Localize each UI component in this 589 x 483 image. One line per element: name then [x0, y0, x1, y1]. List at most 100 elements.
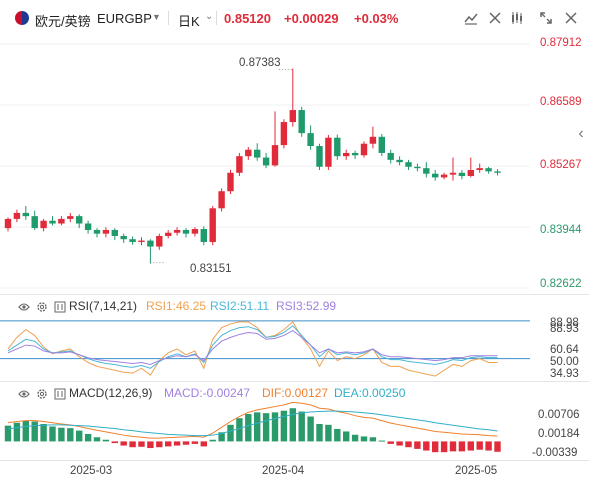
macd-histogram-bar	[307, 416, 314, 442]
indicator-settings-icon[interactable]	[36, 301, 48, 313]
macd-histogram-bar	[147, 441, 154, 449]
candle-body	[378, 136, 385, 153]
fullscreen-icon[interactable]	[537, 9, 555, 27]
macd-histogram-bar	[138, 441, 145, 447]
low-price-marker: 0.83151	[190, 263, 232, 275]
high-price-marker: 0.87383	[239, 57, 281, 69]
macd-histogram-bar	[396, 441, 403, 446]
macd-histogram-bar	[476, 441, 483, 450]
candle-body	[156, 235, 163, 247]
candle-body	[102, 229, 110, 234]
macd-histogram-bar	[262, 413, 270, 442]
price-axis-tick: 0.83944	[540, 224, 582, 236]
collapse-panel-icon[interactable]: ‹	[578, 125, 584, 142]
candle-body	[467, 170, 474, 177]
macd-histogram-bar	[298, 411, 305, 442]
settings-icon[interactable]	[508, 9, 526, 27]
rsi-axis-tick: 88.98	[550, 317, 579, 329]
rsi-axis-tick: 60.64	[550, 344, 579, 356]
macd-histogram-bar	[120, 441, 127, 446]
candle-body	[165, 232, 172, 236]
macd-histogram-bar	[93, 437, 101, 442]
rsi1-value: RSI1:46.25	[146, 299, 207, 313]
candle-body	[49, 220, 56, 224]
macd-histogram-bar	[67, 428, 74, 442]
candle-body	[218, 191, 225, 209]
candle-body	[111, 229, 118, 236]
visibility-icon[interactable]	[18, 301, 30, 313]
macd-histogram-bar	[440, 441, 448, 453]
candle-body	[440, 174, 448, 178]
macd-histogram-bar	[40, 423, 47, 442]
candle-body	[191, 229, 199, 234]
visibility-icon[interactable]	[18, 388, 30, 400]
candle-body	[58, 218, 65, 224]
candle-body	[432, 173, 439, 178]
indicator-settings-icon[interactable]	[36, 388, 48, 400]
macd-histogram-bar	[4, 425, 12, 442]
price-axis-tick: 0.86589	[540, 96, 582, 108]
rsi-axis-tick: 88.93	[550, 323, 579, 335]
candle-body	[120, 235, 127, 240]
candle-body	[227, 172, 234, 192]
symbol-label[interactable]: EURGBP	[97, 11, 152, 26]
macd-axis-tick: 0.00184	[538, 428, 580, 440]
macd-histogram-bar	[369, 437, 377, 442]
draw-icon[interactable]	[486, 9, 504, 27]
macd-histogram-bar	[494, 441, 501, 452]
close-icon[interactable]	[562, 9, 580, 27]
period-label[interactable]: 日K	[178, 14, 200, 29]
candle-body	[476, 168, 483, 171]
candle-body	[182, 229, 190, 234]
candle-body	[325, 137, 332, 167]
indicator-params-icon[interactable]	[54, 301, 66, 313]
candle-body	[129, 239, 136, 242]
indicator-icon[interactable]	[462, 9, 480, 27]
macd-histogram-bar	[271, 412, 279, 442]
candle-body	[316, 146, 323, 167]
price-axis-tick: 0.82622	[540, 278, 582, 290]
macd-histogram-bar	[236, 418, 243, 442]
chart-header: 欧元/英镑 EURGBP ▼ 日K ⌄ 0.85120 +0.00029 +0.…	[0, 0, 589, 36]
macd-histogram-bar	[414, 441, 421, 449]
candlestick-chart[interactable]	[0, 36, 530, 294]
macd-histogram-bar	[111, 441, 118, 444]
rsi-line-rsi1	[7, 321, 498, 377]
macd-axis-tick: 0.00706	[538, 409, 580, 421]
candle-body	[405, 162, 412, 167]
candle-body	[84, 223, 92, 230]
indicator-params-icon[interactable]	[54, 388, 66, 400]
header-divider	[168, 11, 169, 25]
candle-body	[351, 152, 359, 156]
candle-body	[271, 145, 279, 166]
macd-histogram-bar	[129, 441, 136, 448]
macd-histogram-bar	[378, 440, 385, 442]
macd-value: MACD:-0.00247	[164, 386, 251, 400]
macd-histogram-bar	[387, 441, 394, 444]
macd-chart[interactable]	[0, 400, 530, 460]
candle-body	[360, 143, 368, 156]
rsi-axis-tick: 34.93	[550, 368, 579, 380]
macd-histogram-bar	[49, 426, 56, 442]
panel-divider	[0, 381, 589, 382]
macd-histogram-bar	[325, 424, 332, 442]
candle-body	[254, 149, 261, 158]
pair-label[interactable]: 欧元/英镑	[35, 14, 91, 29]
macd-histogram-bar	[156, 441, 163, 448]
candle-body	[423, 168, 430, 174]
price-axis-tick: 0.85267	[540, 159, 582, 171]
price-change-pct: +0.03%	[354, 11, 399, 26]
dropdown-caret-icon[interactable]: ▼	[152, 12, 161, 22]
macd-histogram-bar	[76, 430, 83, 442]
macd-histogram-bar	[173, 441, 181, 446]
price-axis-tick: 0.87912	[540, 37, 582, 49]
candle-body	[245, 149, 252, 157]
candle-body	[93, 229, 101, 234]
macd-histogram-bar	[58, 427, 65, 442]
dea-line	[7, 410, 498, 437]
chevron-down-icon[interactable]: ⌄	[205, 11, 214, 22]
macd-histogram-bar	[334, 428, 341, 442]
rsi-chart[interactable]	[0, 314, 530, 380]
current-price: 0.85120	[224, 11, 271, 26]
macd-histogram-bar	[182, 441, 190, 445]
